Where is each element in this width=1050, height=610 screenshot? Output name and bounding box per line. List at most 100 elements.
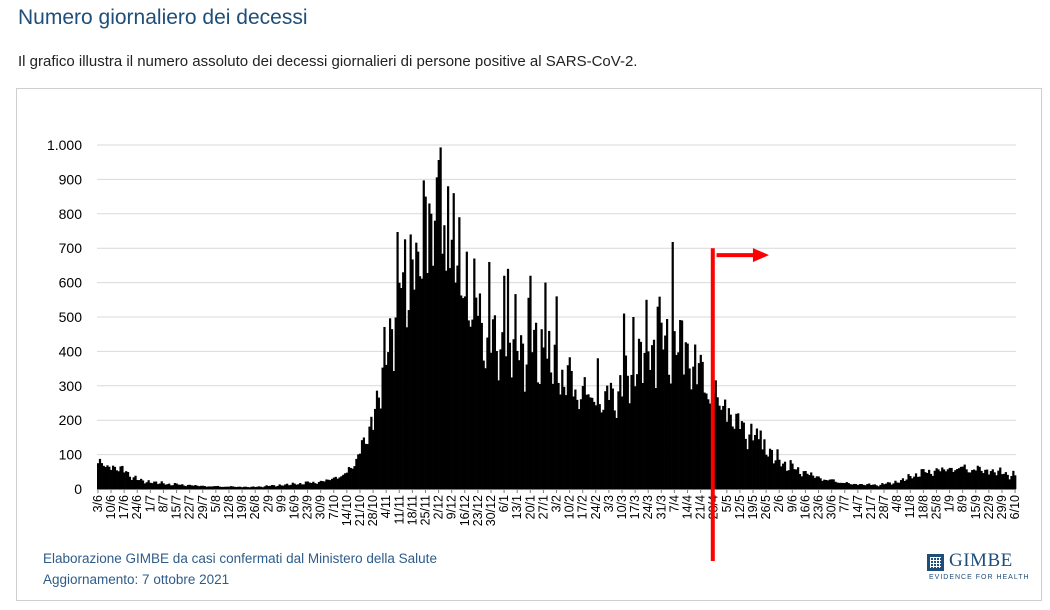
daily-bar (291, 482, 294, 489)
daily-bar (372, 429, 375, 489)
daily-bar (899, 480, 903, 489)
daily-bar (767, 456, 770, 489)
daily-bar (654, 388, 657, 489)
daily-bar (997, 470, 1000, 489)
x-tick-label: 4/8 (890, 495, 904, 512)
daily-bar (265, 485, 268, 489)
daily-bar (813, 477, 817, 489)
daily-bar (911, 478, 914, 489)
x-tick-label: 18/11 (405, 495, 419, 525)
daily-bar (272, 485, 276, 489)
daily-bar (136, 479, 139, 489)
page-subtitle: Il grafico illustra il numero assoluto d… (18, 53, 638, 70)
daily-bar (770, 449, 774, 489)
daily-bar (377, 397, 380, 489)
daily-bar (467, 320, 470, 489)
daily-bar (557, 382, 560, 489)
daily-bar (561, 369, 564, 489)
daily-bar (598, 404, 601, 489)
daily-bar (594, 405, 598, 489)
daily-bar (119, 466, 122, 489)
daily-bar (461, 298, 465, 489)
daily-bar (697, 363, 701, 489)
daily-bar (388, 318, 392, 489)
daily-bar (454, 282, 457, 489)
daily-bar (325, 479, 328, 489)
daily-bar (338, 477, 341, 489)
daily-bar (847, 483, 850, 489)
logo-name: GIMBE (949, 550, 1013, 571)
daily-bar (140, 478, 143, 489)
daily-bar (237, 486, 240, 489)
daily-bar (720, 409, 723, 489)
daily-bar (374, 408, 377, 489)
daily-bar (658, 296, 661, 489)
daily-bar (505, 356, 508, 489)
daily-bar (821, 480, 824, 489)
x-tick-label: 25/11 (418, 495, 432, 525)
daily-bar (293, 483, 296, 489)
x-tick-label: 30/12 (484, 495, 498, 526)
y-tick-label: 700 (59, 240, 83, 256)
daily-bar (688, 368, 691, 489)
daily-bar (190, 485, 193, 489)
daily-bar (875, 485, 878, 489)
daily-bar (125, 471, 128, 489)
daily-bar (531, 352, 534, 489)
daily-bar (849, 484, 852, 489)
daily-bar (630, 374, 633, 489)
daily-bar (1004, 472, 1007, 489)
daily-bar (501, 332, 504, 489)
daily-bar (194, 485, 197, 489)
daily-bar (536, 382, 540, 489)
daily-bar (508, 342, 511, 489)
daily-bar (559, 394, 562, 489)
daily-bar (514, 294, 517, 489)
x-tick-label: 3/3 (602, 495, 616, 512)
daily-bar (939, 471, 942, 489)
daily-bar (357, 454, 360, 489)
daily-bar (304, 481, 307, 489)
daily-bar (729, 414, 732, 489)
x-tick-label: 17/6 (117, 495, 131, 519)
daily-bar (806, 473, 809, 489)
daily-bar (963, 464, 966, 489)
x-tick-label: 17/2 (576, 495, 590, 519)
x-tick-label: 6/10 (1008, 495, 1022, 519)
daily-bar (750, 423, 753, 489)
daily-bar (151, 483, 154, 489)
daily-bar (314, 483, 317, 489)
daily-bar (555, 296, 558, 489)
daily-bar (100, 463, 103, 489)
y-tick-label: 400 (59, 343, 83, 359)
daily-bar (108, 466, 111, 489)
daily-bar (933, 470, 936, 489)
daily-bar (943, 469, 946, 489)
daily-bar (229, 486, 233, 489)
daily-bar (959, 466, 963, 489)
daily-bar (765, 454, 768, 489)
daily-bar (491, 319, 495, 489)
daily-bar (123, 472, 126, 489)
daily-bar (639, 341, 643, 489)
daily-bar (753, 434, 757, 489)
daily-bar (199, 485, 203, 489)
daily-bar (315, 483, 319, 489)
daily-bar (420, 278, 424, 489)
x-tick-label: 1/9 (943, 495, 957, 512)
gimbe-logo: GIMBE EVIDENCE FOR HEALTH (925, 550, 1029, 590)
daily-bar (690, 389, 693, 489)
daily-bar (521, 343, 525, 489)
daily-bar (871, 484, 875, 489)
daily-bar (937, 469, 940, 489)
daily-bar (213, 486, 216, 489)
daily-bar (641, 382, 644, 489)
daily-bar (587, 394, 590, 489)
daily-bar (106, 465, 109, 489)
daily-bar (160, 481, 163, 489)
daily-bar (267, 486, 270, 489)
daily-bar (832, 479, 835, 489)
daily-bar (353, 466, 356, 489)
daily-bar (460, 295, 463, 489)
